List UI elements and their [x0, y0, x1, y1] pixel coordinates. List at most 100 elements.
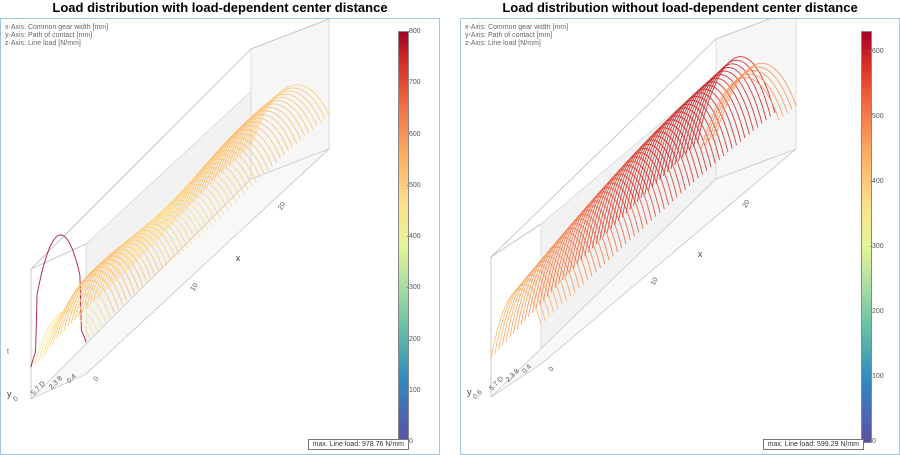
y-tick-label: 0.4: [66, 373, 78, 385]
colorbar: 800 700 600 500 400 300 200 100 0: [398, 28, 434, 445]
x-tick-label: 10: [190, 282, 200, 292]
load-surface: [30, 84, 330, 368]
floor: [30, 148, 330, 400]
axis-info-z: z-Axis: Line load [N/mm]: [5, 40, 81, 47]
colorbar-gradient: [861, 31, 872, 443]
max-line-load-label: max. Line load: 599.29 N/mm: [762, 439, 864, 450]
load-slice: [34, 310, 91, 365]
load-slice: [166, 171, 237, 231]
load-slice: [648, 103, 720, 191]
load-slice: [625, 127, 695, 214]
y-tick-label: 0: [12, 395, 20, 403]
colorbar-tick-label: 100: [407, 386, 421, 394]
colorbar-tick-label: 0: [407, 438, 413, 445]
load-slice: [715, 62, 797, 136]
load-slice: [70, 262, 132, 324]
colorbar-tick-label: 800: [407, 28, 421, 35]
x-tick-label: 0: [548, 366, 556, 373]
load-slice: [659, 92, 733, 180]
x-axis-title: x: [236, 253, 241, 263]
load-slice: [655, 96, 729, 184]
load-slice: [246, 87, 326, 149]
floor: [490, 148, 797, 398]
load-slice: [180, 154, 253, 215]
load-slice: [155, 184, 225, 243]
axis-info-x: x-Axis: Common gear width [mm]: [465, 24, 569, 31]
colorbar-tick-label: 600: [870, 47, 884, 55]
chart-panel-left: Load distribution with load-dependent ce…: [0, 0, 440, 455]
colorbar-tick-label: 500: [870, 112, 884, 120]
load-slice: [696, 56, 776, 144]
load-slice: [177, 158, 249, 219]
load-slice: [136, 203, 204, 261]
load-slice: [169, 167, 241, 227]
box-edge: [490, 38, 717, 258]
load-slice: [184, 150, 257, 211]
load-slice: [595, 160, 661, 245]
box-edge: [490, 223, 542, 258]
axis-info-y: y-Axis: Path of contact [mm]: [465, 32, 553, 39]
load-surface: [490, 56, 797, 359]
load-slice: [162, 175, 233, 235]
chart-title: Load distribution without load-dependent…: [502, 0, 858, 15]
colorbar-tick-label: 200: [407, 335, 421, 343]
axis-info: x-Axis: Common gear width [mm] y-Axis: P…: [465, 24, 568, 48]
x-tick-label: 20: [277, 201, 287, 211]
load-slice: [52, 286, 111, 344]
plot-frame: x-Axis: Common gear width [mm] y-Axis: P…: [460, 18, 900, 455]
load-slice: [606, 147, 674, 233]
plot-frame: x-Axis: Common gear width [mm] y-Axis: P…: [0, 18, 440, 455]
load-slice: [644, 107, 716, 195]
colorbar-tick-label: 0: [870, 438, 876, 445]
max-line-load-label: max. Line load: 978.76 N/mm: [307, 439, 409, 450]
load-slice: [689, 63, 767, 151]
load-slice: [45, 300, 103, 355]
colorbar-tick-label: 600: [407, 130, 421, 138]
x-tick-label: 20: [742, 199, 752, 209]
box-edge: [715, 19, 771, 40]
colorbar-tick-label: 300: [407, 284, 421, 292]
colorbar-tick-label: 300: [870, 242, 884, 250]
load-slice: [651, 99, 725, 187]
load-slice: [640, 111, 712, 199]
load-slice: [636, 115, 708, 202]
box-edge: [30, 243, 87, 270]
load-slice: [711, 66, 793, 140]
load-slice: [693, 59, 771, 147]
axis-info: x-Axis: Common gear width [mm] y-Axis: P…: [5, 24, 108, 48]
colorbar-tick-label: 200: [870, 307, 884, 315]
y-tick-label: 0.4: [521, 363, 533, 375]
load-slice: [599, 156, 665, 241]
x-tick-label: 0: [93, 376, 101, 383]
load-slice: [704, 73, 784, 147]
load-slice: [708, 70, 788, 144]
load-slice: [603, 152, 669, 237]
load-slice: [41, 306, 99, 359]
colorbar-tick-label: 100: [870, 372, 884, 380]
colorbar-tick-label: 700: [407, 79, 421, 87]
load-slice: [239, 93, 318, 156]
colorbar-gradient: [398, 31, 409, 443]
y-tick-label: 0.6: [472, 389, 484, 401]
load-slice: [633, 119, 703, 206]
colorbar-tick-label: 400: [870, 177, 884, 185]
z-tick-label: t: [7, 349, 9, 356]
load-slice: [250, 84, 330, 146]
load-slice: [629, 123, 699, 210]
load-slice: [621, 131, 691, 218]
y-axis-title: y: [467, 387, 472, 397]
load-slice: [74, 258, 136, 320]
box-edge: [250, 19, 330, 50]
colorbar-tick-label: 400: [407, 233, 421, 240]
load-slice: [213, 117, 289, 181]
load-slice: [30, 234, 87, 368]
colorbar: 600 500 400 300 200 100 0: [861, 31, 897, 445]
x-axis-title: x: [698, 249, 703, 259]
axis-info-y: y-Axis: Path of contact [mm]: [5, 32, 93, 39]
box-edge: [30, 48, 252, 270]
load-slice: [591, 164, 657, 249]
axis-info-x: x-Axis: Common gear width [mm]: [5, 24, 109, 31]
chart-title: Load distribution with load-dependent ce…: [52, 0, 388, 15]
